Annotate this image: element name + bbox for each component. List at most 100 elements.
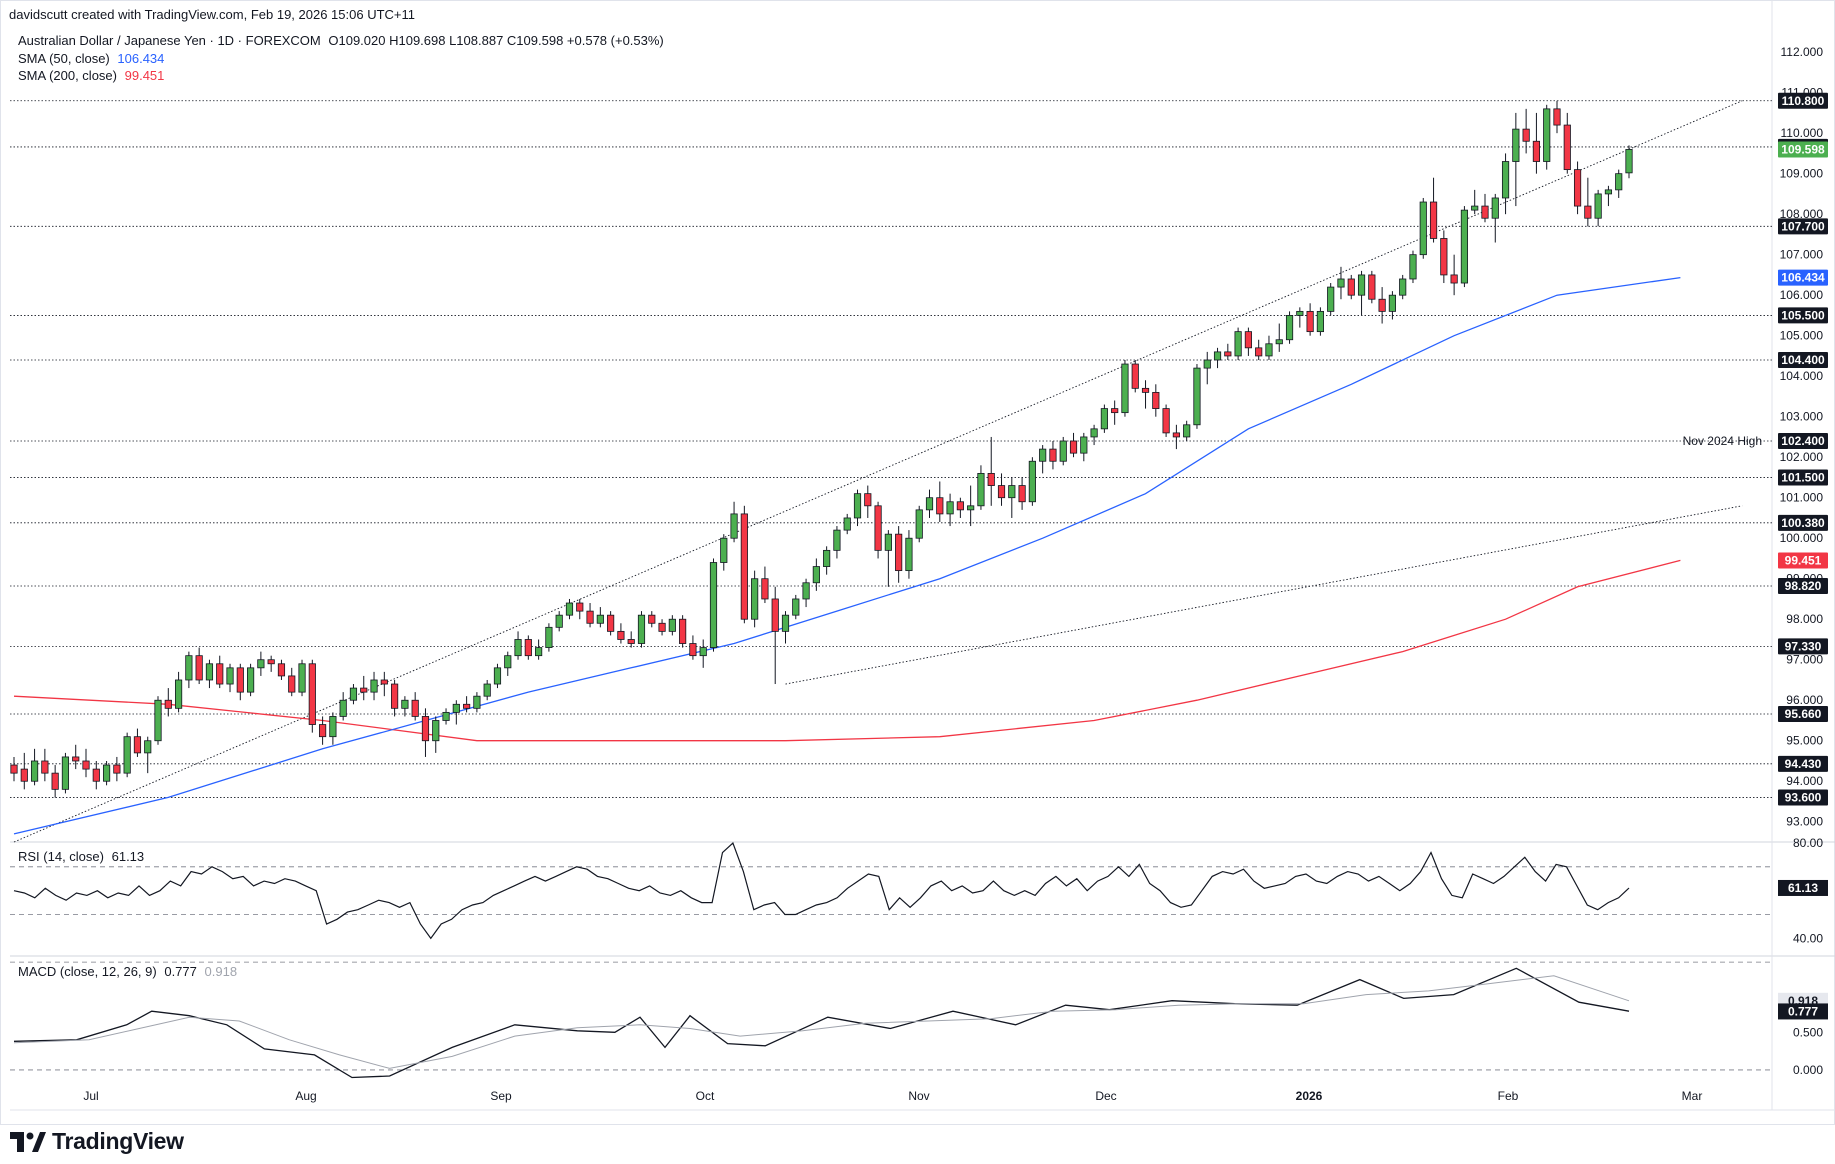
candle: [967, 485, 975, 527]
candle: [1296, 307, 1304, 328]
price-chart[interactable]: Nov 2024 High 80.00 40.00 61.13 0.500 0.000…: [0, 0, 1835, 1125]
candle: [781, 611, 790, 644]
candle: [1275, 323, 1283, 352]
macd-tick-label: 0.500: [1793, 1025, 1823, 1039]
level-tag: 105.500: [1778, 307, 1828, 324]
candle-body: [1440, 238, 1448, 276]
candle-body: [1532, 140, 1541, 162]
candle-body: [730, 513, 738, 539]
candle-body: [216, 663, 224, 685]
candle-body: [10, 764, 18, 774]
candle: [411, 692, 419, 721]
candle: [236, 663, 244, 701]
candle: [1388, 291, 1396, 320]
level-tag-text: 110.800: [1782, 94, 1825, 108]
candle: [1563, 112, 1571, 174]
candle: [1584, 177, 1592, 227]
time-axis-label: Dec: [1095, 1089, 1116, 1103]
candle: [421, 708, 430, 757]
candle-body: [761, 578, 769, 600]
ohlc-values: O109.020 H109.698 L108.887 C109.598 +0.5…: [328, 33, 664, 48]
candle-body: [1491, 197, 1499, 219]
candle-body: [1594, 193, 1602, 219]
candle-body: [1255, 347, 1263, 357]
sma200-label: SMA (200, close): [18, 68, 117, 83]
sma50-legend[interactable]: SMA (50, close) 106.434: [18, 51, 164, 66]
candle: [1111, 400, 1119, 425]
candle-body: [1573, 169, 1582, 207]
candle-body: [1213, 351, 1222, 361]
candle: [956, 497, 964, 518]
level-tag-text: 100.380: [1781, 516, 1825, 530]
candle: [936, 481, 944, 523]
candle: [1193, 364, 1201, 429]
candle-body: [812, 566, 820, 584]
candle-body: [956, 501, 964, 511]
candle-body: [1357, 274, 1366, 296]
symbol-name[interactable]: Australian Dollar / Japanese Yen · 1D · …: [18, 33, 321, 48]
horizontal-levels: Nov 2024 High: [10, 100, 1772, 798]
candle: [648, 611, 656, 628]
candle-body: [679, 618, 687, 644]
candle-body: [524, 639, 532, 657]
candle-body: [113, 764, 121, 774]
candle-body: [720, 537, 728, 563]
candle: [720, 534, 728, 571]
candle-body: [699, 647, 707, 657]
candle-body: [483, 683, 491, 697]
tradingview-logo[interactable]: TradingView: [10, 1128, 184, 1155]
sma200-line: [13, 559, 1681, 742]
sma200-legend[interactable]: SMA (200, close) 99.451: [18, 68, 164, 83]
candle: [535, 639, 543, 660]
candle: [1080, 432, 1088, 462]
candle: [288, 667, 296, 697]
rsi-tag-bg: [1778, 879, 1828, 896]
candle-body: [360, 687, 368, 693]
level-tag-bg: [1778, 218, 1828, 235]
candle-body: [1193, 367, 1201, 426]
time-axis-label: Mar: [1682, 1089, 1703, 1103]
candle: [874, 501, 882, 559]
candle: [1285, 311, 1294, 344]
candle: [1481, 193, 1489, 223]
candle-body: [987, 473, 995, 486]
brand-name: TradingView: [52, 1128, 184, 1154]
candle: [1306, 303, 1314, 336]
candle-body: [391, 683, 399, 709]
candle-body: [936, 497, 944, 515]
price-tick-label: 112.000: [1781, 45, 1824, 59]
candle-body: [946, 501, 954, 515]
candle: [82, 748, 90, 778]
candle: [1604, 185, 1613, 207]
candle: [267, 655, 275, 672]
candle-body: [997, 485, 1006, 499]
rsi-tick-label: 40.00: [1793, 931, 1823, 945]
candle-body: [967, 505, 975, 511]
candle-body: [1172, 432, 1180, 438]
candle: [1069, 432, 1078, 458]
candle: [1357, 270, 1366, 316]
price-tick-label: 94.000: [1786, 774, 1823, 788]
candle: [1224, 343, 1232, 360]
candle-body: [1296, 310, 1304, 316]
candle: [72, 744, 80, 770]
macd-legend[interactable]: MACD (close, 12, 26, 9) 0.777 0.918: [18, 964, 237, 979]
level-tag-text: 94.430: [1785, 757, 1822, 771]
candle-body: [607, 614, 615, 632]
rsi-line: [13, 841, 1630, 940]
candle-body: [771, 598, 779, 632]
price-tick-label: 110.000: [1781, 126, 1824, 140]
candle: [20, 752, 28, 790]
price-tick-label: 109.000: [1780, 167, 1824, 181]
candle-body: [895, 533, 903, 572]
price-tick-label: 95.000: [1786, 734, 1823, 748]
candle-body: [1419, 201, 1427, 256]
candle-body: [185, 655, 193, 681]
candle-body: [802, 582, 810, 600]
level-tag-text: 98.820: [1785, 579, 1822, 593]
price-tag: 109.598: [1778, 141, 1828, 158]
candle: [154, 696, 162, 745]
rsi-legend[interactable]: RSI (14, close) 61.13: [18, 849, 144, 864]
symbol-legend[interactable]: Australian Dollar / Japanese Yen · 1D · …: [18, 33, 664, 48]
candle-body: [843, 517, 851, 531]
